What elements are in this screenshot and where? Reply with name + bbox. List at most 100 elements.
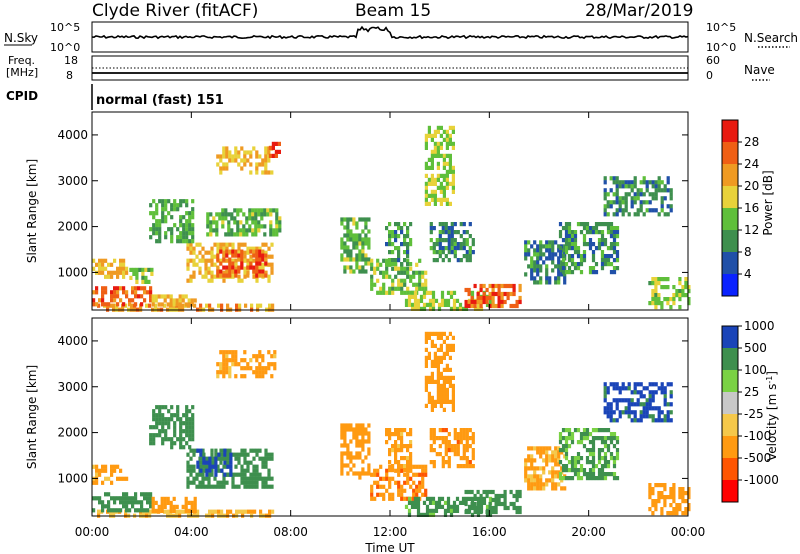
data-cell — [391, 286, 395, 291]
data-cell — [186, 468, 190, 473]
data-cell — [657, 410, 661, 415]
data-cell — [252, 274, 256, 279]
data-cell — [264, 464, 268, 469]
data-cell — [427, 157, 431, 162]
data-cell — [666, 414, 670, 419]
data-cell — [453, 448, 457, 453]
data-cell — [660, 483, 664, 488]
data-cell — [428, 496, 433, 501]
data-cell — [119, 298, 123, 303]
data-cell — [397, 246, 401, 251]
data-cell — [551, 474, 555, 479]
data-cell — [452, 306, 457, 311]
data-cell — [268, 303, 272, 308]
data-cell — [509, 291, 513, 297]
data-cell — [254, 208, 258, 213]
data-cell — [184, 500, 188, 505]
data-cell — [388, 290, 392, 295]
data-cell — [459, 246, 463, 251]
data-cell — [160, 508, 164, 513]
data-cell — [554, 454, 558, 459]
data-cell — [209, 212, 213, 217]
data-cell — [122, 258, 126, 263]
data-cell — [473, 303, 477, 309]
y-tick-label: 2000 — [57, 426, 88, 440]
data-cell — [370, 266, 374, 271]
data-cell — [243, 366, 247, 371]
data-cell — [429, 432, 433, 437]
data-cell — [436, 347, 440, 352]
data-cell — [222, 146, 226, 151]
data-cell — [468, 444, 472, 449]
data-cell — [451, 407, 455, 412]
data-cell — [518, 505, 522, 511]
data-cell — [101, 302, 105, 307]
data-cell — [261, 354, 265, 359]
data-cell — [428, 298, 433, 303]
data-cell — [225, 448, 229, 453]
data-cell — [654, 293, 658, 298]
freq-tick-bottom: 8 — [66, 69, 73, 82]
data-cell — [447, 246, 451, 251]
data-cell — [421, 274, 425, 279]
data-cell — [196, 509, 200, 514]
data-cell — [618, 180, 622, 185]
data-cell — [442, 189, 446, 194]
data-cell — [506, 505, 510, 511]
data-cell — [192, 452, 196, 457]
data-cell — [600, 266, 605, 271]
data-cell — [185, 441, 189, 446]
data-cell — [473, 496, 478, 501]
data-cell — [173, 199, 177, 204]
data-cell — [476, 302, 481, 307]
data-cell — [364, 427, 368, 432]
data-cell — [436, 367, 440, 372]
data-cell — [542, 244, 546, 249]
data-cell — [364, 257, 368, 262]
data-cell — [497, 501, 501, 507]
data-cell — [406, 496, 410, 501]
data-cell — [376, 258, 380, 263]
colorbar-tick-label: 4 — [744, 267, 752, 281]
data-cell — [503, 283, 507, 289]
data-cell — [403, 242, 407, 247]
data-cell — [222, 242, 226, 247]
data-cell — [161, 429, 165, 434]
data-cell — [527, 482, 531, 487]
data-cell — [687, 487, 691, 492]
data-cell — [464, 303, 468, 309]
data-cell — [385, 262, 389, 267]
data-cell — [261, 253, 265, 258]
data-cell — [554, 240, 558, 245]
data-cell — [215, 228, 219, 233]
data-cell — [651, 487, 655, 492]
data-cell — [678, 297, 682, 302]
data-cell — [468, 250, 472, 255]
data-cell — [267, 246, 271, 251]
data-cell — [600, 262, 605, 267]
data-cell — [237, 274, 241, 279]
data-cell — [455, 504, 460, 509]
data-cell — [243, 158, 247, 163]
data-cell — [343, 245, 347, 250]
data-cell — [400, 432, 404, 437]
data-cell — [612, 476, 617, 481]
data-cell — [436, 185, 440, 190]
data-cell — [119, 476, 123, 481]
data-cell — [267, 274, 271, 279]
data-cell — [444, 428, 448, 433]
data-cell — [125, 290, 129, 295]
data-cell — [175, 302, 179, 307]
data-cell — [125, 476, 129, 481]
data-cell — [406, 262, 410, 267]
data-cell — [666, 297, 670, 302]
data-cell — [482, 500, 487, 505]
data-cell — [228, 242, 232, 247]
data-cell — [358, 471, 362, 476]
data-cell — [462, 254, 466, 259]
data-cell — [576, 250, 581, 255]
data-cell — [600, 476, 605, 481]
data-cell — [642, 200, 646, 205]
data-cell — [249, 484, 253, 489]
data-cell — [192, 270, 196, 275]
